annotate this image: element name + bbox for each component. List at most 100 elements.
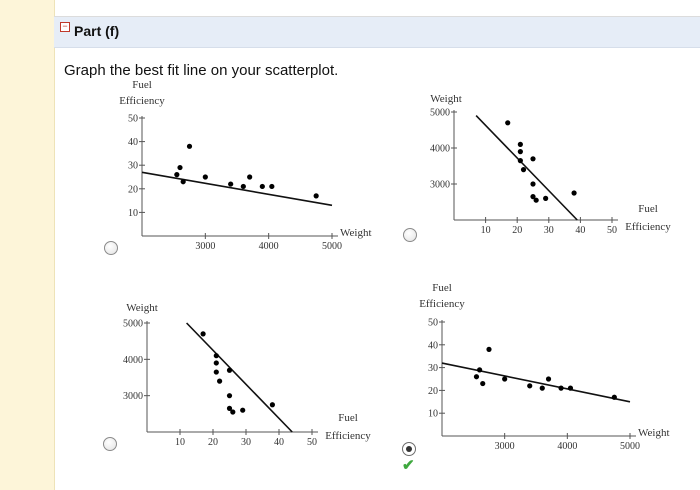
y-tick-label: 30: [428, 363, 438, 374]
y-tick-label: 4000: [430, 144, 450, 155]
data-point: [486, 346, 492, 352]
data-point: [530, 181, 536, 187]
y-tick-label: 4000: [123, 355, 143, 366]
x-axis-label: Efficiency: [625, 221, 671, 233]
best-fit-line: [186, 322, 293, 433]
data-point: [517, 141, 523, 147]
option-c-radio[interactable]: [103, 437, 117, 451]
x-tick-label: 40: [274, 437, 284, 448]
x-tick-label: 20: [512, 225, 522, 236]
x-tick-label: 5000: [322, 241, 342, 252]
x-tick-label: 4000: [259, 241, 279, 252]
data-point: [180, 179, 186, 185]
option-d-radio[interactable]: [402, 442, 416, 456]
y-tick-label: 10: [128, 208, 138, 219]
data-point: [228, 181, 234, 187]
x-tick-label: 5000: [620, 441, 640, 452]
data-point: [558, 385, 564, 391]
y-axis-label: Weight: [126, 302, 158, 314]
y-tick-label: 20: [428, 386, 438, 397]
best-fit-line: [441, 362, 631, 403]
y-tick-label: 3000: [123, 391, 143, 402]
x-tick-label: 30: [241, 437, 251, 448]
y-tick-label: 50: [128, 114, 138, 125]
correct-check-icon: ✔: [402, 457, 415, 474]
data-point: [502, 376, 508, 382]
best-fit-line: [141, 171, 333, 207]
y-tick-label: 3000: [430, 180, 450, 191]
data-point: [177, 164, 183, 171]
x-axis-label: Weight: [340, 227, 372, 239]
x-tick-label: 4000: [557, 441, 577, 452]
x-axis-label: Fuel: [638, 203, 658, 215]
question-text: Graph the best fit line on your scatterp…: [64, 62, 339, 79]
x-tick-label: 20: [208, 437, 218, 448]
data-point: [505, 120, 511, 126]
chart-3: 10 20 30 40 50 3000 4000 5000 Weight Fuel Efficien…: [123, 302, 371, 448]
y-axis-label: Fuel: [132, 79, 152, 91]
y-tick-label: 10: [428, 409, 438, 420]
x-tick-label: 3000: [195, 241, 215, 252]
option-b-radio[interactable]: [403, 228, 417, 242]
x-axis-label: Efficiency: [325, 430, 371, 442]
data-point: [527, 383, 533, 389]
data-point: [477, 367, 483, 373]
collapse-icon[interactable]: −: [60, 22, 70, 32]
data-point: [230, 409, 236, 415]
data-point: [571, 190, 577, 196]
x-axis-label: Fuel: [338, 412, 358, 424]
data-point: [226, 393, 233, 399]
y-tick-label: 30: [128, 161, 138, 172]
y-tick-label: 5000: [123, 319, 143, 330]
data-point: [543, 195, 549, 201]
y-tick-label: 20: [128, 184, 138, 195]
y-tick-label: 40: [128, 137, 138, 148]
x-tick-label: 3000: [495, 441, 515, 452]
data-point: [567, 385, 574, 391]
data-point: [480, 380, 486, 387]
data-point: [473, 374, 480, 380]
y-tick-label: 40: [428, 340, 438, 351]
y-tick-label: 50: [428, 318, 438, 329]
data-point: [174, 172, 180, 178]
data-point: [200, 331, 206, 337]
chart-2: 10 20 30 40 50 3000 4000 5000 Weight Fuel Efficien…: [430, 93, 671, 236]
data-point: [313, 193, 319, 199]
top-divider: [54, 16, 700, 17]
data-point: [259, 183, 265, 190]
data-point: [517, 149, 523, 155]
data-point: [226, 367, 233, 373]
part-header: − Part (f): [54, 17, 700, 48]
data-point: [226, 405, 233, 411]
x-axis-label: Weight: [638, 427, 670, 439]
data-point: [202, 174, 208, 180]
data-point: [545, 376, 552, 382]
x-tick-label: 50: [307, 437, 317, 448]
left-sidebar-strip: [0, 0, 55, 490]
option-a-radio[interactable]: [104, 241, 118, 255]
data-point: [530, 194, 536, 200]
y-axis-label: Efficiency: [119, 95, 165, 107]
data-point: [217, 378, 223, 384]
y-axis-label: Fuel: [432, 282, 452, 294]
y-tick-label: 5000: [430, 108, 450, 119]
data-point: [517, 158, 523, 164]
data-point: [269, 183, 275, 190]
y-axis-label: Efficiency: [419, 298, 465, 310]
chart-4: 3000 4000 5000 10 20 30 40 50 Fuel Efficiency Weig…: [419, 282, 669, 452]
data-point: [186, 143, 193, 149]
data-point: [269, 402, 275, 408]
data-point: [247, 174, 253, 180]
data-point: [530, 156, 536, 162]
data-point: [240, 407, 246, 413]
chart-1: 3000 4000 5000 10 20 30 40 50 Fuel Efficiency Weig…: [119, 79, 371, 252]
data-point: [520, 167, 527, 173]
x-tick-label: 30: [544, 225, 554, 236]
data-point: [611, 394, 617, 400]
data-point: [213, 360, 219, 366]
y-axis-label: Weight: [430, 93, 462, 105]
x-tick-label: 40: [575, 225, 585, 236]
data-point: [213, 369, 219, 375]
data-point: [213, 353, 219, 359]
